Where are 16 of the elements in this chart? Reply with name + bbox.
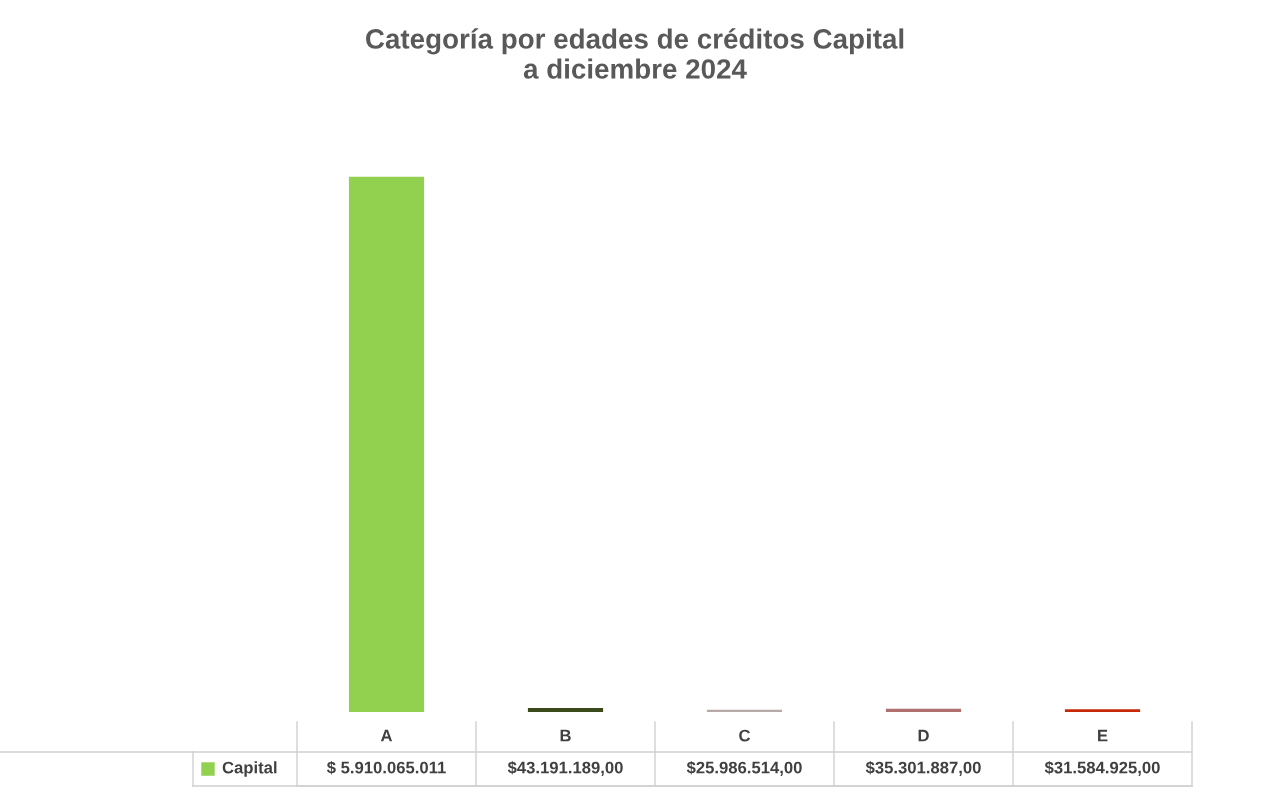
data-label: $31.584.925,00 (1044, 760, 1160, 776)
chart-title: Categoría por edades de créditos Capital a diciembre 2024 (366, 28, 904, 79)
x-tick-label: E (1098, 729, 1108, 742)
bar (527, 708, 604, 712)
data-label: $35.301.887,00 (865, 760, 981, 776)
x-tick-label: A (380, 729, 393, 742)
x-tick-label: B (560, 729, 571, 742)
bar (1064, 709, 1141, 712)
x-tick-label: D (918, 729, 929, 742)
x-tick-label: C (739, 729, 751, 742)
legend-label: Capital (222, 761, 277, 777)
bar (885, 708, 962, 712)
data-label: $43.191.189,00 (507, 760, 623, 776)
data-label: $ 5.910.065.011 (326, 760, 446, 775)
data-label: $25.986.514,00 (686, 760, 802, 776)
bar (348, 176, 425, 712)
